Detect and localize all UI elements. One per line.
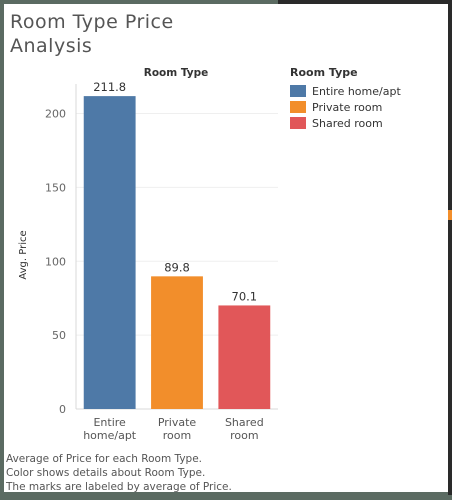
window-edge-right (448, 0, 452, 495)
legend-swatch (290, 101, 306, 113)
bar[interactable] (218, 305, 271, 409)
caption-line: Average of Price for each Room Type. (6, 453, 202, 465)
y-tick-label: 50 (52, 329, 66, 342)
legend-title: Room Type (290, 66, 358, 79)
caption: Average of Price for each Room Type. Col… (6, 452, 306, 494)
y-tick-label: 100 (45, 255, 66, 268)
legend-swatch (290, 117, 306, 129)
bar-value-label: 211.8 (93, 80, 126, 94)
title-line-1: Room Type Price (10, 11, 174, 33)
legend-label: Private room (312, 100, 383, 114)
bar-value-label: 70.1 (232, 289, 258, 303)
edge-marker (448, 210, 452, 220)
legend-label: Shared room (312, 116, 383, 130)
y-tick-label: 200 (45, 108, 66, 121)
legend-item-shared-room[interactable]: Shared room (290, 115, 401, 131)
x-tick-label: room (163, 429, 191, 442)
bar[interactable] (151, 276, 203, 409)
page-title: Room Type Price Analysis (10, 10, 270, 58)
title-line-2: Analysis (10, 35, 93, 57)
legend-item-private-room[interactable]: Private room (290, 99, 401, 115)
window-edge-top (278, 0, 452, 4)
legend-label: Entire home/apt (312, 84, 401, 98)
x-tick-label: Entire (93, 416, 126, 429)
dashboard-card: Room Type Price Analysis Room Type 0 50 10… (4, 4, 448, 494)
bar-value-label: 89.8 (164, 260, 190, 274)
y-axis-label: Avg. Price (18, 230, 29, 279)
y-tick-label: 0 (59, 403, 66, 416)
x-tick-label: Shared (225, 416, 264, 429)
y-tick-label: 150 (45, 181, 66, 194)
x-tick-label: room (230, 429, 258, 442)
caption-line: The marks are labeled by average of Pric… (6, 481, 232, 493)
x-tick-label: home/apt (83, 429, 137, 442)
x-tick-label: Private (158, 416, 197, 429)
caption-line: Color shows details about Room Type. (6, 467, 206, 479)
chart-title: Room Type (144, 67, 209, 79)
legend-swatch (290, 85, 306, 97)
legend: Room Type Entire home/apt Private room S… (290, 66, 401, 131)
bar[interactable] (83, 96, 136, 409)
legend-item-entire-home[interactable]: Entire home/apt (290, 83, 401, 99)
